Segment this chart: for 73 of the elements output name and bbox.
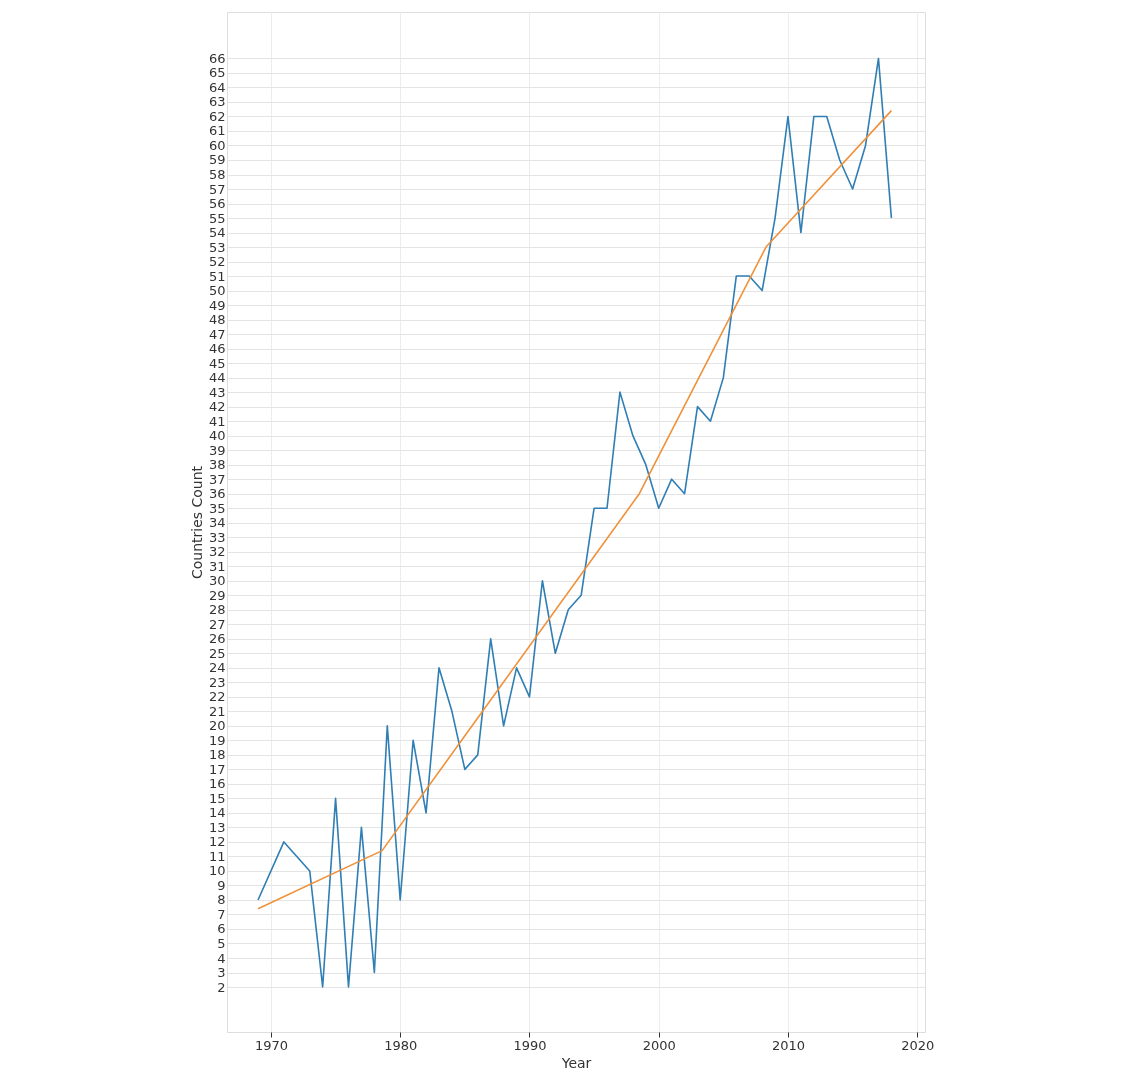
y-tick-label: 61 bbox=[208, 123, 226, 139]
y-tick-label: 44 bbox=[208, 370, 226, 386]
x-axis-title: Year bbox=[560, 1054, 592, 1071]
y-tick-label: 39 bbox=[208, 442, 226, 458]
y-tick-label: 36 bbox=[208, 486, 226, 502]
y-tick-label: 58 bbox=[208, 167, 226, 182]
x-tick-label: 2020 bbox=[901, 1037, 935, 1053]
y-tick-label: 15 bbox=[208, 790, 226, 806]
y-tick-label: 51 bbox=[208, 268, 226, 284]
y-tick-label: 9 bbox=[217, 877, 226, 893]
y-tick-label: 60 bbox=[208, 137, 226, 153]
y-tick-label: 8 bbox=[217, 892, 226, 908]
y-tick-label: 3 bbox=[217, 965, 226, 981]
y-tick-label: 55 bbox=[208, 210, 226, 226]
y-tick-label: 20 bbox=[208, 718, 226, 734]
x-tick-label: 2010 bbox=[771, 1037, 806, 1053]
y-tick-label: 16 bbox=[208, 776, 226, 792]
x-tick-label: 1990 bbox=[513, 1037, 547, 1053]
y-tick-label: 11 bbox=[208, 848, 226, 864]
y-tick-label: 18 bbox=[208, 747, 226, 763]
y-tick-label: 32 bbox=[208, 544, 226, 560]
y-tick-label: 54 bbox=[208, 225, 226, 241]
y-tick-label: 7 bbox=[217, 906, 226, 922]
y-tick-label: 62 bbox=[208, 108, 226, 124]
y-tick-label: 14 bbox=[208, 805, 226, 821]
y-tick-label: 2 bbox=[217, 979, 226, 995]
y-tick-label: 12 bbox=[208, 834, 226, 850]
y-tick-label: 52 bbox=[208, 254, 226, 270]
y-tick-label: 64 bbox=[208, 79, 226, 95]
x-tick-label: 1980 bbox=[384, 1037, 418, 1053]
y-tick-label: 5 bbox=[217, 935, 226, 951]
y-tick-label: 66 bbox=[208, 50, 226, 66]
y-tick-label: 45 bbox=[208, 355, 226, 371]
y-tick-label: 27 bbox=[208, 616, 226, 632]
y-tick-label: 22 bbox=[208, 689, 226, 705]
y-tick-label: 25 bbox=[208, 645, 226, 661]
y-tick-label: 35 bbox=[208, 500, 226, 516]
y-tick-label: 31 bbox=[208, 558, 226, 574]
y-tick-label: 17 bbox=[208, 761, 226, 777]
y-tick-label: 6 bbox=[217, 921, 226, 937]
y-tick-label: 63 bbox=[208, 94, 226, 110]
y-tick-label: 19 bbox=[208, 732, 226, 748]
y-tick-label: 29 bbox=[208, 587, 226, 603]
x-tick-label: 1970 bbox=[254, 1037, 288, 1053]
y-tick-label: 53 bbox=[208, 239, 226, 255]
y-tick-label: 4 bbox=[217, 950, 226, 966]
y-tick-label: 47 bbox=[208, 326, 226, 342]
y-axis-title: Countries Count bbox=[188, 465, 205, 580]
y-tick-label: 28 bbox=[208, 602, 226, 618]
y-tick-label: 33 bbox=[208, 529, 226, 545]
y-tick-label: 59 bbox=[208, 152, 226, 168]
y-tick-label: 34 bbox=[208, 515, 226, 531]
y-tick-label: 26 bbox=[208, 631, 226, 647]
y-tick-label: 23 bbox=[208, 674, 226, 690]
y-tick-label: 46 bbox=[208, 341, 226, 357]
y-tick-label: 10 bbox=[208, 863, 226, 879]
y-tick-label: 42 bbox=[208, 399, 226, 415]
y-tick-label: 30 bbox=[208, 573, 226, 589]
y-tick-label: 50 bbox=[208, 283, 226, 299]
y-tick-label: 41 bbox=[208, 413, 226, 429]
y-tick-label: 24 bbox=[208, 660, 226, 676]
y-tick-label: 57 bbox=[208, 181, 226, 197]
y-tick-label: 49 bbox=[208, 297, 226, 313]
y-tick-label: 40 bbox=[208, 428, 226, 444]
x-tick-label: 2000 bbox=[642, 1037, 676, 1053]
y-tick-label: 48 bbox=[208, 312, 226, 328]
y-tick-label: 65 bbox=[208, 65, 226, 81]
y-tick-label: 13 bbox=[208, 819, 226, 835]
y-tick-label: 38 bbox=[208, 457, 226, 473]
y-tick-label: 56 bbox=[208, 196, 226, 212]
y-tick-label: 43 bbox=[208, 384, 226, 400]
y-tick-label: 37 bbox=[208, 471, 226, 487]
y-tick-label: 21 bbox=[208, 703, 226, 719]
